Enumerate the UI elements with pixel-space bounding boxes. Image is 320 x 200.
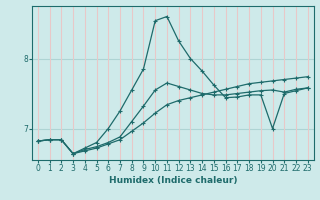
X-axis label: Humidex (Indice chaleur): Humidex (Indice chaleur): [108, 176, 237, 185]
